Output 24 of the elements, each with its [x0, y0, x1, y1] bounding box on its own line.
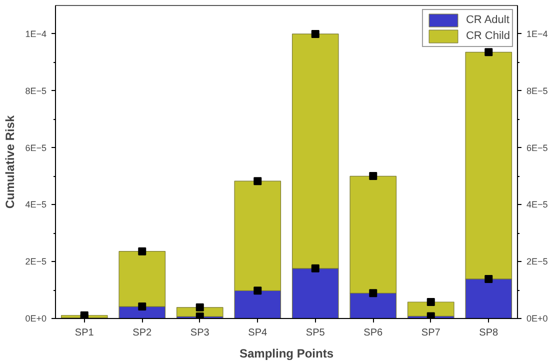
y-tick-label: 4E−5: [25, 200, 47, 210]
y2-tick-label: 8E−5: [526, 86, 548, 96]
x-tick-label: SP7: [421, 328, 441, 338]
legend-label: CR Child: [466, 29, 510, 44]
y-tick-label: 8E−5: [25, 86, 47, 96]
y2-tick-label: 0E+0: [526, 314, 548, 324]
x-tick-label: SP2: [132, 328, 152, 338]
x-tick-label: SP3: [190, 328, 210, 338]
x-axis-title: Sampling Points: [239, 346, 334, 360]
y-tick-label: 1E−4: [25, 28, 47, 39]
y-tick-label: 0E+0: [25, 314, 47, 324]
x-tick-label: SP5: [306, 328, 326, 338]
legend-label: CR Adult: [466, 13, 510, 28]
y-tick-label: 6E−5: [25, 142, 47, 153]
y-axis-title: Cumulative Risk: [3, 114, 18, 209]
y2-tick-label: 1E−4: [526, 28, 548, 39]
y2-tick-label: 2E−5: [526, 256, 548, 267]
x-tick-label: SP6: [364, 328, 384, 338]
y2-tick-label: 6E−5: [526, 142, 548, 153]
y-tick-label: 2E−5: [25, 256, 47, 267]
x-tick-label: SP1: [74, 328, 94, 338]
y2-tick-label: 4E−5: [526, 200, 548, 210]
x-tick-label: SP8: [479, 328, 499, 338]
x-tick-label: SP4: [248, 328, 268, 338]
